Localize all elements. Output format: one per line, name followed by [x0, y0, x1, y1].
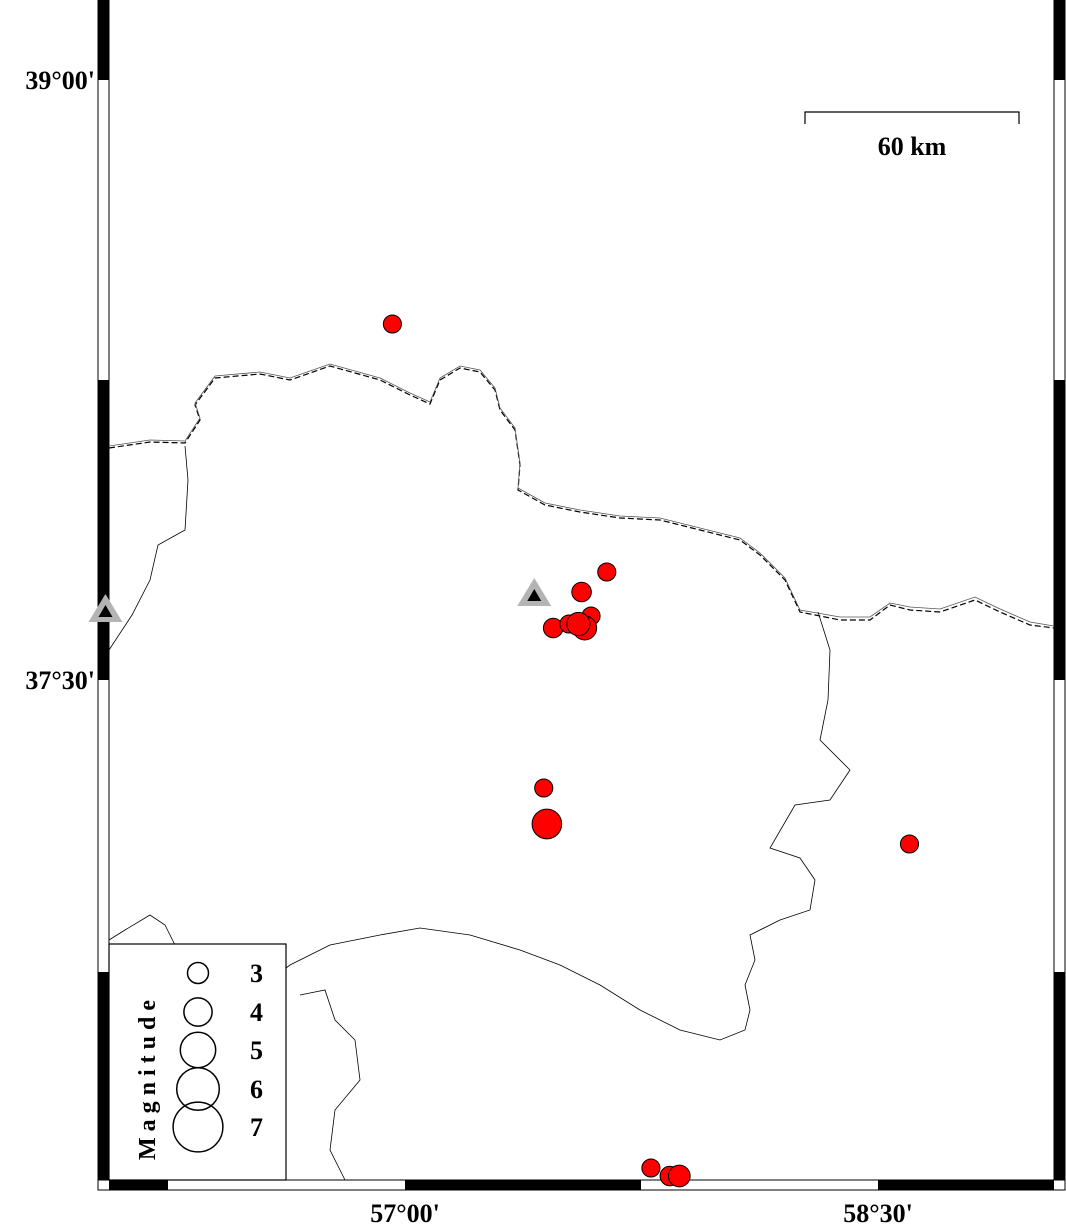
country-border	[108, 365, 1055, 629]
scale-bar-label: 60 km	[878, 132, 947, 161]
lat-label-37-30: 37°30'	[25, 666, 95, 695]
lon-label-57-00: 57°00'	[370, 1199, 440, 1228]
earthquake-event	[641, 1158, 661, 1178]
legend-circle-icon	[175, 1066, 221, 1112]
scale-bar: 60 km	[804, 111, 1020, 161]
map-frame	[97, 0, 1066, 1191]
legend-circle-icon	[183, 997, 213, 1027]
stations-layer	[88, 578, 552, 622]
lon-label-58-30: 58°30'	[843, 1199, 913, 1228]
earthquake-event	[667, 1164, 691, 1188]
earthquake-event	[566, 611, 591, 637]
legend-label: 3	[250, 959, 263, 988]
legend-circle-icon	[186, 961, 210, 985]
magnitude-legend: Magnitude 3 4 5 6 7	[108, 943, 287, 1181]
legend-title: Magnitude	[135, 994, 161, 1160]
earthquake-event	[597, 562, 617, 582]
earthquake-event	[899, 834, 920, 854]
earthquake-event	[531, 808, 563, 840]
earthquake-event	[534, 778, 554, 798]
seismic-station-icon	[88, 594, 123, 622]
legend-label: 7	[250, 1113, 263, 1142]
earthquake-event	[382, 314, 402, 334]
country-border-solid	[108, 363, 1055, 627]
legend-label: 6	[250, 1075, 263, 1104]
legend-label: 5	[250, 1036, 263, 1065]
earthquake-event	[571, 581, 592, 603]
seismic-station-icon	[517, 578, 552, 606]
events-layer	[382, 314, 920, 1188]
legend-label: 4	[250, 998, 263, 1027]
province-borders	[108, 445, 851, 1181]
lat-label-39-00: 39°00'	[25, 66, 95, 95]
legend-circle-icon	[172, 1101, 224, 1153]
